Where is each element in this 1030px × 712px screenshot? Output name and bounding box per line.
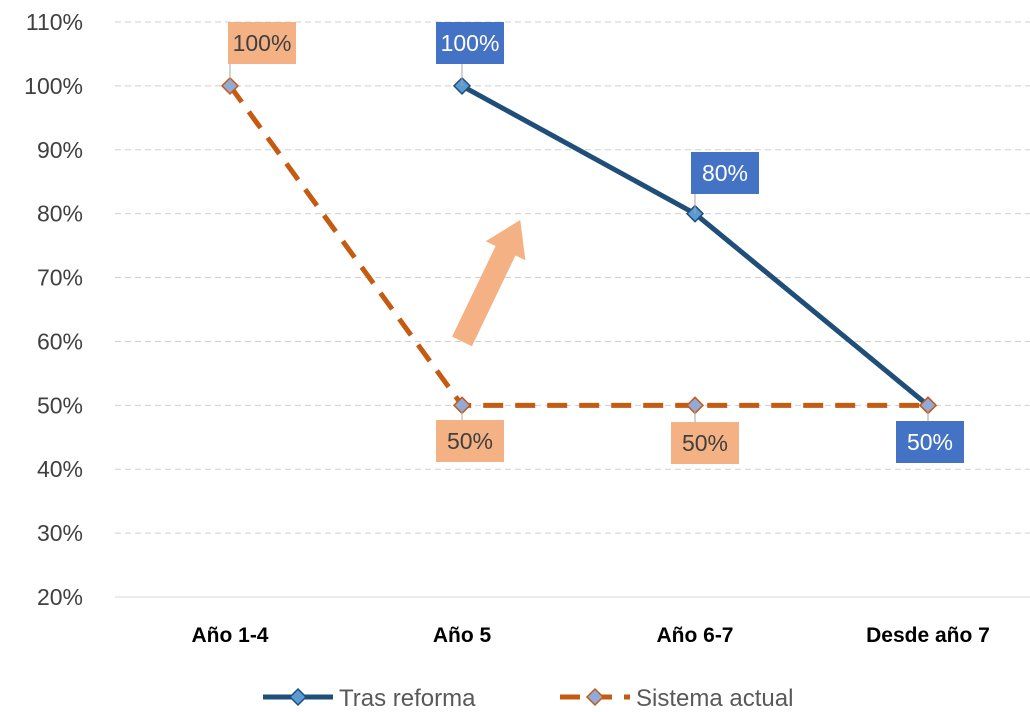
data-label-box <box>228 22 296 64</box>
legend-label: Sistema actual <box>636 685 793 712</box>
data-label-box <box>436 22 504 64</box>
gridlines <box>115 21 1030 534</box>
y-tick-label: 30% <box>37 520 83 546</box>
data-labels: 100% 80% 50% 100% 50% 50% <box>228 22 964 464</box>
y-tick-label: 110% <box>26 9 83 35</box>
y-tick-label: 50% <box>37 392 83 418</box>
data-label: 80% <box>702 160 748 186</box>
series-group <box>220 76 938 415</box>
data-label: 50% <box>682 430 728 456</box>
x-axis-ticks: Año 1-4 Año 5 Año 6-7 Desde año 7 <box>191 624 989 647</box>
y-tick-label: 60% <box>37 328 83 354</box>
legend-swatch-marker-1 <box>585 687 605 707</box>
y-tick-label: 80% <box>37 201 83 227</box>
data-label-box <box>691 152 759 194</box>
x-tick-label: Desde año 7 <box>866 624 990 647</box>
trend-arrow <box>452 220 526 347</box>
y-tick-label: 20% <box>37 584 83 610</box>
y-tick-label: 90% <box>37 137 83 163</box>
data-label: 50% <box>447 428 493 454</box>
data-label: 100% <box>233 30 292 56</box>
annotations <box>452 220 526 347</box>
y-axis-ticks: 110% 100% 90% 80% 70% 60% 50% 40% 30% 20% <box>24 9 83 610</box>
x-tick-label: Año 1-4 <box>191 624 268 647</box>
data-label-box <box>671 422 739 464</box>
data-label: 50% <box>907 429 953 455</box>
legend: Tras reforma Sistema actual <box>263 685 793 712</box>
x-tick-label: Año 5 <box>433 624 492 647</box>
y-tick-label: 70% <box>37 265 83 291</box>
y-tick-label: 100% <box>24 73 83 99</box>
data-label: 100% <box>441 30 500 56</box>
y-tick-label: 40% <box>37 456 83 482</box>
data-label-box <box>436 420 504 462</box>
series-line-0 <box>460 83 930 408</box>
legend-swatch-marker-0 <box>288 687 308 707</box>
legend-label: Tras reforma <box>339 685 476 712</box>
data-label-box <box>896 421 964 463</box>
series-line-1 <box>227 84 928 408</box>
x-tick-label: Año 6-7 <box>656 624 733 647</box>
